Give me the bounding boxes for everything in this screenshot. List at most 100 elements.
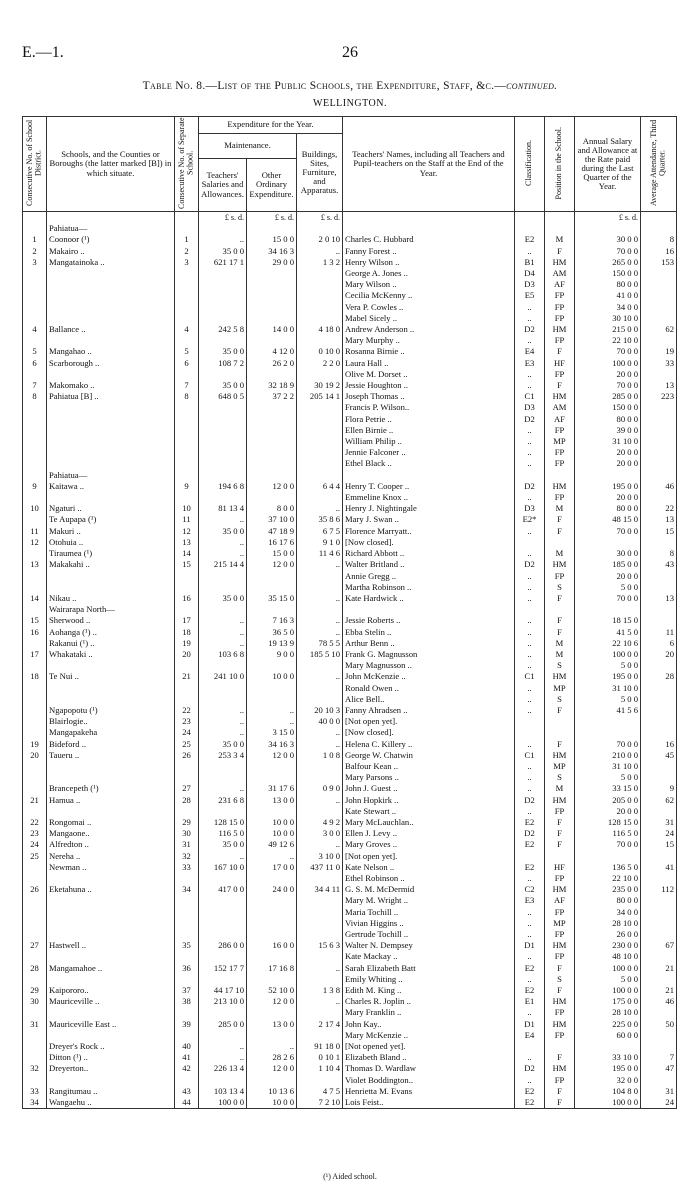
position: FP	[544, 805, 575, 817]
other-expenditure	[246, 917, 297, 929]
teacher-name: Maria Tochill ..	[342, 906, 515, 918]
school-no	[174, 268, 199, 280]
school-no: 13	[174, 536, 199, 549]
other-expenditure: 13 0 0	[246, 1018, 297, 1030]
attendance: 67	[640, 940, 677, 952]
classification: D3	[514, 279, 545, 291]
other-expenditure	[246, 604, 297, 616]
district-no	[22, 514, 47, 526]
position: HF	[544, 861, 575, 873]
teacher-name: Mary J. Swan ..	[342, 514, 515, 526]
attendance: 21	[640, 962, 677, 974]
salary: 215 0 0	[574, 324, 641, 336]
district-no: 11	[22, 525, 47, 537]
table-row: Ngapopotu (¹) 22.... 20 10 3 Fanny Ahradsen…	[22, 704, 677, 717]
salary: 34 0 0	[574, 301, 641, 313]
school-name: Mangapakeha	[46, 727, 175, 739]
classification: E2	[514, 839, 545, 851]
buildings: 2 17 4	[296, 1018, 343, 1030]
teacher-name: Ethel Black ..	[342, 458, 515, 470]
salary	[574, 604, 641, 616]
school-no: 8	[174, 391, 199, 403]
table-row: Emily Whiting .... S 5 0 0	[22, 973, 677, 986]
other-expenditure: 16 0 0	[246, 940, 297, 952]
teacher-name: Mabel Sicely ..	[342, 312, 515, 325]
school-no: 41	[174, 1052, 199, 1064]
table-row: Cecilia McKenny .. E5 FP 41 0 0	[22, 290, 677, 302]
classification: D1	[514, 940, 545, 952]
classification: ..	[514, 772, 545, 784]
teacher-name: Mary Wilson ..	[342, 279, 515, 291]
teacher-name: Henry J. Nightingale	[342, 503, 515, 515]
buildings: 4 9 2	[296, 816, 343, 829]
position	[544, 536, 575, 549]
school-no: 38	[174, 996, 199, 1008]
salary: 30 0 0	[574, 234, 641, 246]
position	[544, 716, 575, 728]
salary: 33 15 0	[574, 783, 641, 795]
classification: ..	[514, 335, 545, 347]
school-no: 26	[174, 749, 199, 761]
district-no	[22, 895, 47, 907]
position: FP	[544, 929, 575, 941]
school-no: 10	[174, 503, 199, 515]
school-name: Pahiatua—	[46, 469, 175, 481]
header-text: Consecutive No. of Separate School.	[177, 117, 195, 209]
school-name: Nereha ..	[46, 850, 175, 862]
classification: D2	[514, 559, 545, 571]
school-name: Brancepeth (¹)	[46, 783, 175, 795]
other-expenditure	[246, 469, 297, 481]
buildings	[296, 973, 343, 986]
district-no	[22, 861, 47, 873]
attendance	[640, 301, 677, 313]
other-expenditure: ..	[246, 1041, 297, 1053]
position: F	[544, 346, 575, 358]
school-no	[174, 772, 199, 784]
header-cell: Expenditure for the Year.	[198, 116, 343, 134]
teachers-salaries	[198, 917, 247, 929]
district-no	[22, 1007, 47, 1019]
buildings	[296, 917, 343, 929]
other-expenditure	[246, 223, 297, 235]
position: F	[544, 592, 575, 605]
salary: 48 15 0	[574, 514, 641, 526]
position: FP	[544, 335, 575, 347]
position: F	[544, 816, 575, 829]
buildings: ..	[296, 727, 343, 739]
district-no: 6	[22, 357, 47, 369]
school-no: 33	[174, 861, 199, 873]
teachers-salaries: 167 10 0	[198, 861, 247, 873]
school-no	[174, 682, 199, 694]
buildings	[296, 436, 343, 448]
teachers-salaries: 103 6 8	[198, 648, 247, 661]
school-no	[174, 335, 199, 347]
position: F	[544, 704, 575, 717]
teachers-salaries: 128 15 0	[198, 816, 247, 829]
other-expenditure: 36 5 0	[246, 626, 297, 638]
district-no	[22, 805, 47, 817]
salary: 30 0 0	[574, 548, 641, 560]
position: S	[544, 973, 575, 986]
district-no: 15	[22, 615, 47, 627]
district-no: 3	[22, 256, 47, 269]
school-name	[46, 335, 175, 347]
district-no	[22, 413, 47, 425]
attendance	[640, 458, 677, 470]
table-row: 13 Makakahi .. 15 215 14 4 12 0 0.. Walter Br…	[22, 559, 677, 571]
attendance	[640, 1029, 677, 1042]
position: FP	[544, 492, 575, 504]
position: HM	[544, 996, 575, 1008]
attendance: 21	[640, 985, 677, 997]
district-no: 28	[22, 962, 47, 974]
other-expenditure	[246, 1007, 297, 1019]
teacher-name: Ellen J. Levy ..	[342, 828, 515, 840]
attendance: 8	[640, 548, 677, 560]
school-no	[174, 906, 199, 918]
other-expenditure	[246, 301, 297, 313]
school-name: Coonoor (¹)	[46, 234, 175, 246]
school-name	[46, 895, 175, 907]
school-no	[174, 570, 199, 582]
teacher-name: Ebba Stelin ..	[342, 626, 515, 638]
